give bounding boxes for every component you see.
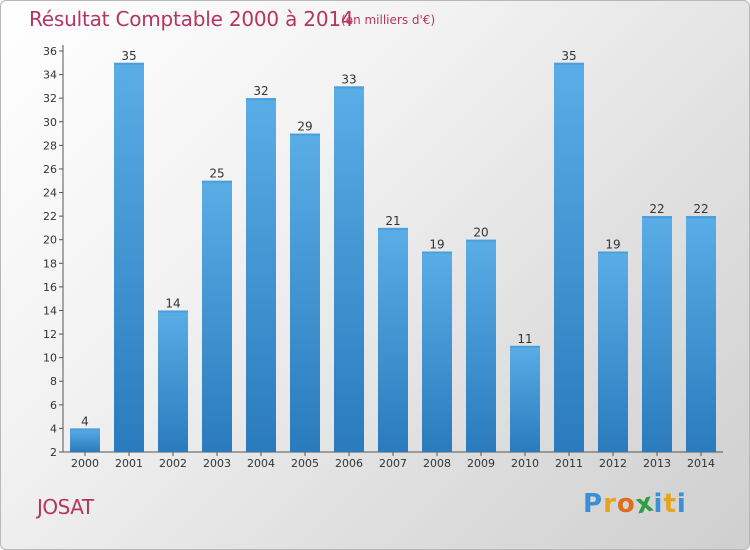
bar-top-edge bbox=[290, 133, 320, 136]
bar bbox=[158, 310, 188, 452]
bar bbox=[642, 216, 672, 452]
data-label: 20 bbox=[473, 226, 488, 240]
bar bbox=[378, 227, 408, 452]
x-tick-label: 2010 bbox=[511, 457, 539, 470]
bar bbox=[290, 133, 320, 452]
bar-top-edge bbox=[422, 251, 452, 254]
commune-name: JOSAT bbox=[37, 495, 94, 519]
bar-top-edge bbox=[70, 428, 100, 431]
y-tick-label: 6 bbox=[50, 399, 57, 412]
y-tick-label: 24 bbox=[43, 187, 57, 200]
data-label: 33 bbox=[341, 72, 356, 86]
bar bbox=[70, 428, 100, 452]
data-label: 14 bbox=[165, 296, 180, 310]
x-tick-label: 2003 bbox=[203, 457, 231, 470]
x-tick-label: 2007 bbox=[379, 457, 407, 470]
bar-top-edge bbox=[378, 227, 408, 230]
y-tick-label: 2 bbox=[50, 446, 57, 459]
bar bbox=[466, 239, 496, 452]
y-tick-label: 36 bbox=[43, 45, 57, 58]
bar bbox=[598, 251, 628, 452]
data-label: 21 bbox=[385, 214, 400, 228]
bar-top-edge bbox=[598, 251, 628, 254]
data-label: 11 bbox=[517, 332, 532, 346]
y-tick-label: 22 bbox=[43, 210, 57, 223]
x-tick-label: 2012 bbox=[599, 457, 627, 470]
y-tick-label: 32 bbox=[43, 92, 57, 105]
y-tick-label: 34 bbox=[43, 69, 57, 82]
bar bbox=[246, 98, 276, 453]
logo-letter: t bbox=[663, 489, 677, 519]
data-label: 19 bbox=[605, 238, 620, 252]
data-label: 22 bbox=[649, 202, 664, 216]
bar-top-edge bbox=[114, 62, 144, 65]
y-tick-label: 28 bbox=[43, 139, 57, 152]
bar-top-edge bbox=[202, 180, 232, 183]
y-tick-label: 18 bbox=[43, 257, 57, 270]
x-tick-label: 2011 bbox=[555, 457, 583, 470]
x-tick-label: 2008 bbox=[423, 457, 451, 470]
data-label: 19 bbox=[429, 238, 444, 252]
x-tick-label: 2000 bbox=[71, 457, 99, 470]
x-tick-label: 2005 bbox=[291, 457, 319, 470]
data-label: 22 bbox=[693, 202, 708, 216]
logo-letter: r bbox=[603, 489, 617, 519]
data-label: 35 bbox=[121, 49, 136, 63]
bar-top-edge bbox=[642, 216, 672, 219]
bar-top-edge bbox=[466, 239, 496, 242]
bar-top-edge bbox=[158, 310, 188, 313]
bar bbox=[114, 62, 144, 452]
y-tick-label: 10 bbox=[43, 352, 57, 365]
y-tick-label: 20 bbox=[43, 234, 57, 247]
bar bbox=[686, 216, 716, 452]
bar-top-edge bbox=[686, 216, 716, 219]
bar-top-edge bbox=[334, 86, 364, 89]
bar bbox=[334, 86, 364, 452]
x-tick-label: 2001 bbox=[115, 457, 143, 470]
y-tick-label: 12 bbox=[43, 328, 57, 341]
bar-top-edge bbox=[510, 345, 540, 348]
bar bbox=[422, 251, 452, 452]
y-tick-label: 14 bbox=[43, 304, 57, 317]
chart-title: Résultat Comptable 2000 à 2014 bbox=[29, 7, 354, 31]
x-tick-label: 2014 bbox=[687, 457, 715, 470]
y-tick-label: 8 bbox=[50, 375, 57, 388]
x-tick-label: 2009 bbox=[467, 457, 495, 470]
x-tick-label: 2013 bbox=[643, 457, 671, 470]
logo-letter: i bbox=[676, 489, 687, 519]
bar-top-edge bbox=[554, 62, 584, 65]
bar bbox=[554, 62, 584, 452]
bar bbox=[510, 345, 540, 452]
x-tick-label: 2004 bbox=[247, 457, 275, 470]
chart-subtitle: (en milliers d'€) bbox=[341, 13, 436, 27]
data-label: 25 bbox=[209, 167, 224, 181]
x-tick-label: 2002 bbox=[159, 457, 187, 470]
x-tick-label: 2006 bbox=[335, 457, 363, 470]
y-tick-label: 16 bbox=[43, 281, 57, 294]
logo-letter: o bbox=[616, 489, 636, 519]
data-label: 4 bbox=[81, 414, 89, 428]
bars: 4 35 14 25 32 29 33 21 19 20 11 35 19 22 22 bbox=[70, 49, 716, 453]
data-label: 29 bbox=[297, 120, 312, 134]
bar bbox=[202, 180, 232, 452]
y-tick-label: 4 bbox=[50, 422, 57, 435]
y-tick-label: 26 bbox=[43, 163, 57, 176]
data-label: 32 bbox=[253, 84, 268, 98]
y-tick-label: 30 bbox=[43, 116, 57, 129]
logo-letter: P bbox=[583, 489, 604, 519]
bar-top-edge bbox=[246, 98, 276, 101]
logo-letter: i bbox=[653, 489, 664, 519]
proxiti-logo: Proxiti bbox=[583, 487, 687, 520]
data-label: 35 bbox=[561, 49, 576, 63]
